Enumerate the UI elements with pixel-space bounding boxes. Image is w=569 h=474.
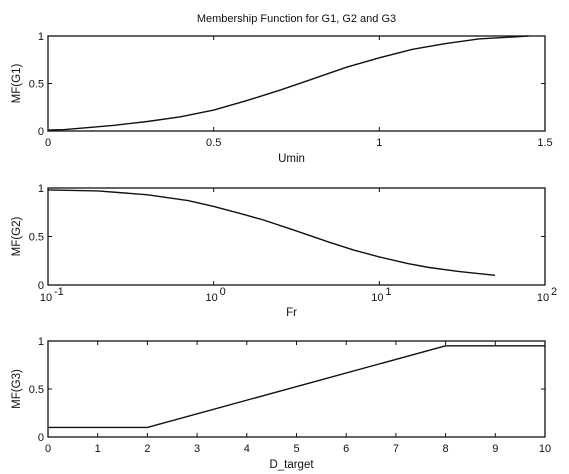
y-tick-label-g2: 1 [38,183,44,195]
plot-g1: 0 0.5 1 0 0.5 1 1.5 Umin MF(G1) Membership Functi… [11,13,553,165]
x-tick-label-g3: 5 [293,443,299,455]
y-tick-label-g1: 0.5 [29,79,44,91]
x-tick-label-g1: 1.5 [537,137,552,149]
y-tick-label-g2: 0 [38,280,44,292]
axes-frame-g2 [47,187,546,286]
x-tick-label-g3: 8 [443,443,449,455]
x-tick-label-g3: 4 [244,443,250,455]
axes-frame-g1 [47,35,546,132]
y-axis-label-g1: MF(G1) [11,64,23,104]
series-line-g2 [47,189,496,276]
x-axis-label-g3: D_target [269,459,314,471]
x-tick-label-g3: 10 [539,443,551,455]
x-tick-label-g3: 1 [95,443,101,455]
y-axis-label-g2: MF(G2) [11,217,23,257]
x-tick-exponent-g2: -1 [54,286,64,298]
y-tick-label-g1: 0 [38,126,44,138]
x-tick-label-g3: 9 [492,443,498,455]
y-tick-label-g1: 1 [38,31,44,43]
y-tick-label-g3: 0.5 [29,384,44,396]
x-tick-label-g2: 10 [371,292,383,304]
axes-frame-g3 [47,340,546,438]
series-line-g1 [47,35,529,131]
y-axis-label-g3: MF(G3) [11,369,23,409]
x-tick-exponent-g2: 1 [385,286,391,298]
y-tick-label-g3: 1 [38,336,44,348]
x-tick-label-g3: 2 [144,443,150,455]
x-tick-label-g3: 7 [393,443,399,455]
x-tick-label-g1: 0.5 [206,137,221,149]
x-tick-label-g2: 10 [40,292,52,304]
x-tick-exponent-g2: 0 [220,286,226,298]
series-line-g3 [48,345,545,429]
y-tick-label-g3: 0 [38,432,44,444]
x-tick-label-g2: 10 [537,292,549,304]
x-axis-label-g2: Fr [286,307,297,319]
x-tick-label-g3: 6 [343,443,349,455]
x-tick-label-g2: 10 [206,292,218,304]
y-tick-label-g2: 0.5 [29,232,44,244]
x-tick-label-g1: 0 [45,137,51,149]
chart-title: Membership Function for G1, G2 and G3 [197,13,396,25]
x-tick-label-g3: 3 [194,443,200,455]
x-tick-label-g1: 1 [376,137,382,149]
x-tick-exponent-g2: 2 [551,286,557,298]
x-tick-label-g3: 0 [45,443,51,455]
x-axis-label-g1: Umin [278,153,305,165]
